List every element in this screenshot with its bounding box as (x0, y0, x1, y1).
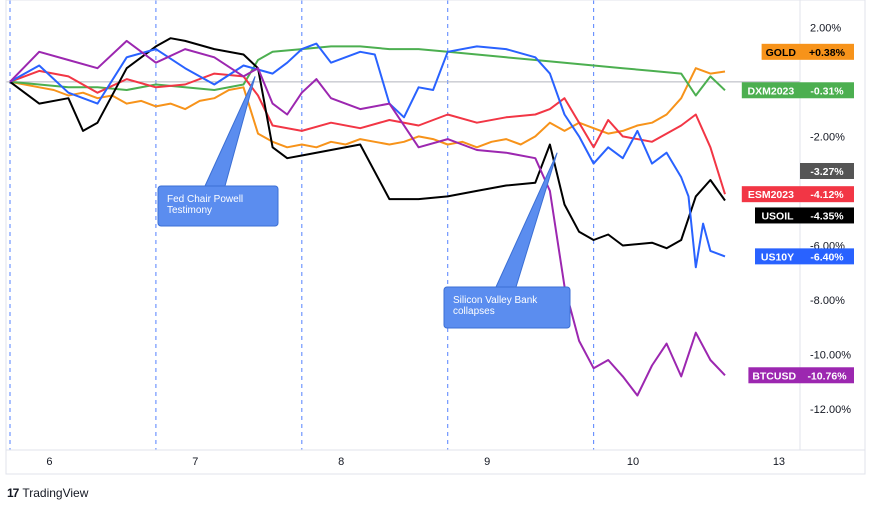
callout-box[interactable] (157, 185, 279, 227)
series-name-label: DXM2023 (748, 85, 795, 97)
series-name-label: GOLD (766, 47, 797, 59)
series-name-label: ESM2023 (748, 189, 794, 201)
callout-text: collapses (453, 306, 495, 317)
tradingview-brand[interactable]: 17 TradingView (7, 486, 88, 500)
session-separators (9, 0, 595, 450)
series-value-badge (800, 207, 854, 224)
callout-text: Silicon Valley Bank (453, 295, 538, 306)
series-name-badge (761, 43, 800, 60)
series-name-label: USOIL (761, 210, 794, 222)
y-tick-label: -8.00% (810, 295, 845, 307)
time-scale[interactable]: 6 7 8 9 10 13 (46, 456, 785, 468)
x-tick-label: 6 (46, 456, 52, 468)
series-value-label: -6.40% (810, 251, 844, 263)
x-tick-label: 10 (627, 456, 639, 468)
x-tick-label: 7 (192, 456, 198, 468)
series-value-label: -3.27% (810, 166, 844, 178)
series-name-badge (748, 367, 800, 384)
brand-name: TradingView (22, 486, 89, 500)
callout-box[interactable] (443, 286, 571, 329)
series-line-btcusd[interactable] (9, 39, 726, 397)
series-name-label: US10Y (761, 251, 794, 263)
series-name-badge (755, 207, 800, 224)
series-line-us10y[interactable] (9, 42, 726, 269)
x-tick-label: 8 (338, 456, 344, 468)
x-tick-label: 13 (773, 456, 785, 468)
tradingview-logo-icon: 17 (7, 486, 19, 500)
series-line-dxm2023[interactable] (9, 45, 726, 97)
series-value-label: -0.31% (810, 85, 844, 97)
series-name-label: BTCUSD (752, 370, 796, 382)
y-tick-label: 2.00% (810, 22, 841, 34)
series-line-usoil[interactable] (9, 37, 726, 250)
series-value-badge (800, 248, 854, 265)
series-line-esm2023[interactable] (9, 69, 726, 195)
last-value-badges: GOLD +0.38% DXM2023 -0.31% ESM2023 -4.12% USOI… (741, 43, 854, 384)
y-tick-label: -10.00% (810, 350, 851, 362)
callout-text: Fed Chair Powell (167, 194, 243, 205)
series-value-badge (800, 367, 854, 384)
series-value-label: -10.76% (807, 370, 847, 382)
series-name-badge (741, 186, 800, 203)
series-name-badge (741, 82, 800, 99)
series-value-badge (800, 163, 854, 179)
callout-text: Testimony (167, 205, 212, 216)
series-line-gold[interactable] (9, 67, 726, 149)
series-value-label: +0.38% (809, 47, 846, 59)
y-tick-label: -2.00% (810, 131, 845, 143)
series-value-badge (800, 186, 854, 203)
series-value-badge (800, 82, 854, 99)
x-tick-label: 9 (484, 456, 490, 468)
series-name-badge (755, 248, 800, 265)
chart-frame (5, 0, 866, 475)
y-tick-label: -12.00% (810, 404, 851, 416)
series-value-label: -4.12% (810, 189, 844, 201)
series-value-label: -4.35% (810, 210, 844, 222)
series-value-badge (800, 43, 854, 60)
series-layer (9, 37, 726, 397)
